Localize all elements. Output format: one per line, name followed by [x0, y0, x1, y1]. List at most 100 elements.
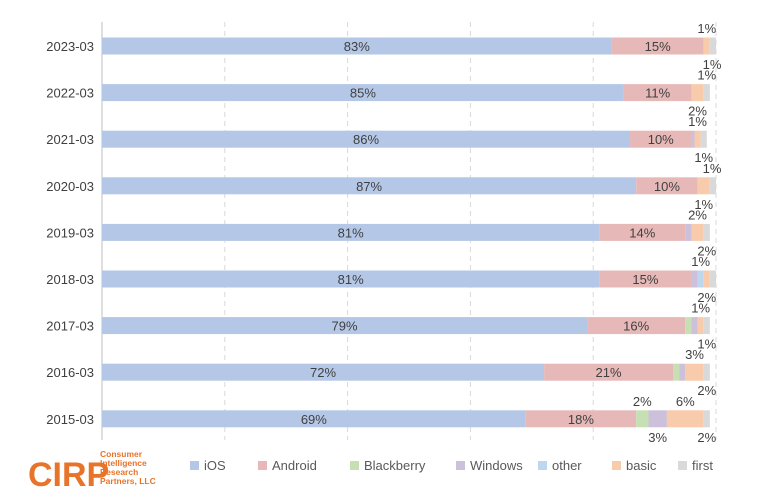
- data-label: 18%: [568, 412, 594, 427]
- data-label: 1%: [703, 161, 722, 176]
- bar-segment-blackberry: [636, 410, 649, 428]
- data-label: 1%: [697, 337, 716, 352]
- bar-segment-windows: [691, 270, 698, 288]
- data-label: 2%: [697, 290, 716, 305]
- data-label: 2%: [697, 383, 716, 398]
- legend-swatch-basic: [612, 461, 621, 470]
- category-label: 2018-03: [46, 272, 94, 287]
- data-label: 15%: [645, 39, 671, 54]
- logo-mark: CIRP: [28, 456, 109, 494]
- bar-segment-windows: [691, 317, 698, 335]
- logo-line-3: Research: [100, 467, 138, 477]
- cirp-logo: CIRP Consumer Intelligence Research Part…: [28, 449, 156, 494]
- bar-segment-basic: [703, 37, 710, 55]
- data-label: 14%: [629, 225, 655, 240]
- bar-segment-ios: [102, 317, 588, 335]
- data-label: 3%: [648, 430, 667, 445]
- data-label: 10%: [654, 179, 680, 194]
- data-label: 1%: [703, 57, 722, 72]
- bar-segment-basic: [691, 223, 704, 241]
- logo-line-2: Intelligence: [100, 458, 147, 468]
- bar-segment-first: [709, 177, 716, 195]
- bars: [102, 37, 716, 428]
- bar-segment-first: [700, 130, 707, 148]
- bar-segment-first: [703, 223, 710, 241]
- bar-segment-basic: [703, 270, 710, 288]
- bar-segment-windows: [685, 223, 692, 241]
- category-label: 2019-03: [46, 225, 94, 240]
- legend-label-android: Android: [272, 458, 317, 473]
- bar-segment-android: [587, 317, 686, 335]
- category-labels: 2023-03 2022-03 2021-03 2020-03 2019-03 2018-…: [46, 39, 94, 427]
- logo-line-1: Consumer: [100, 449, 143, 459]
- bar-segment-ios: [102, 37, 612, 55]
- bar-segment-ios: [102, 223, 600, 241]
- bar-segment-ios: [102, 177, 637, 195]
- bar-segment-ios: [102, 270, 600, 288]
- data-label: 1%: [691, 254, 710, 269]
- bar-segment-basic: [685, 363, 704, 381]
- bar-segment-basic: [694, 130, 701, 148]
- category-label: 2022-03: [46, 86, 94, 101]
- category-label: 2021-03: [46, 132, 94, 147]
- bar-segment-basic: [697, 177, 710, 195]
- data-label: 15%: [632, 272, 658, 287]
- data-label: 1%: [694, 197, 713, 212]
- data-label: 81%: [338, 272, 364, 287]
- bar-segment-android: [599, 223, 686, 241]
- legend-swatch-blackberry: [350, 461, 359, 470]
- data-label: 72%: [310, 365, 336, 380]
- bar-segment-basic: [697, 317, 704, 335]
- logo-line-4: Partners, LLC: [100, 476, 156, 486]
- bar-segment-other: [697, 270, 704, 288]
- bar-segment-basic: [691, 84, 704, 102]
- data-label: 83%: [344, 39, 370, 54]
- bar-segment-android: [636, 177, 698, 195]
- bar-segment-android: [630, 130, 692, 148]
- bar-segment-android: [525, 410, 637, 428]
- legend-label-windows: Windows: [470, 458, 523, 473]
- category-label: 2016-03: [46, 365, 94, 380]
- category-label: 2015-03: [46, 412, 94, 427]
- bar-segment-first: [709, 270, 716, 288]
- bar-segment-first: [703, 410, 710, 428]
- data-label: 6%: [676, 394, 695, 409]
- bar-segment-ios: [102, 410, 526, 428]
- bar-segment-android: [611, 37, 704, 55]
- data-label: 1%: [694, 150, 713, 165]
- legend-swatch-other: [538, 461, 547, 470]
- data-label: 1%: [691, 301, 710, 316]
- data-label: 87%: [356, 179, 382, 194]
- bar-segment-first: [703, 84, 710, 102]
- category-label: 2017-03: [46, 319, 94, 334]
- data-label: 2%: [697, 243, 716, 258]
- category-label: 2020-03: [46, 179, 94, 194]
- data-label: 2%: [688, 207, 707, 222]
- data-label: 16%: [623, 319, 649, 334]
- bar-segment-windows: [679, 363, 686, 381]
- legend-swatch-ios: [190, 461, 199, 470]
- bar-segment-first: [703, 363, 710, 381]
- data-label: 1%: [697, 68, 716, 83]
- data-label: 1%: [697, 21, 716, 36]
- data-label: 10%: [648, 132, 674, 147]
- data-label: 11%: [645, 86, 670, 101]
- legend-label-ios: iOS: [204, 458, 226, 473]
- legend-swatch-android: [258, 461, 267, 470]
- legend-label-first: first: [692, 458, 713, 473]
- bar-segment-blackberry: [673, 363, 680, 381]
- data-label: 21%: [596, 365, 622, 380]
- data-labels: 83% 15%1%1%85% 11%1%2%86% 10%1%1%87% 10%1%1%…: [301, 21, 722, 445]
- data-label: 2%: [633, 394, 652, 409]
- bar-segment-ios: [102, 363, 545, 381]
- data-label: 85%: [350, 86, 376, 101]
- bar-segment-android: [544, 363, 674, 381]
- bar-segment-android: [623, 84, 692, 102]
- bar-segment-android: [599, 270, 692, 288]
- bar-segment-basic: [666, 410, 704, 428]
- bar-segment-first: [709, 37, 716, 55]
- data-label: 86%: [353, 132, 379, 147]
- data-label: 1%: [688, 114, 707, 129]
- data-label: 69%: [301, 412, 327, 427]
